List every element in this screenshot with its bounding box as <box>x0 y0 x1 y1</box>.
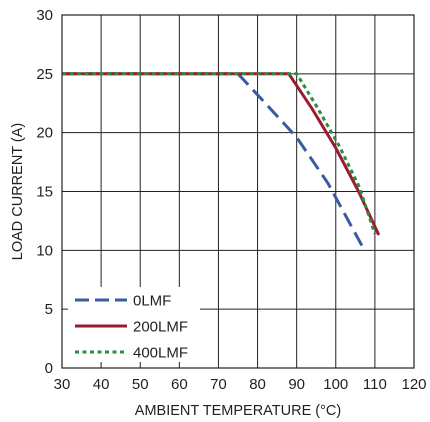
x-tick-label: 120 <box>401 376 426 393</box>
legend-label-0lmf: 0LMF <box>133 293 171 310</box>
series-line-0lmf <box>62 72 365 249</box>
x-tick-label: 110 <box>363 376 387 393</box>
series-line-200lmf <box>62 72 381 236</box>
y-tick-label: 5 <box>45 301 53 318</box>
y-tick-label: 25 <box>36 66 53 83</box>
plot-frame <box>61 14 415 369</box>
y-tick-label: 20 <box>36 125 53 142</box>
x-tick-label: 100 <box>323 376 348 393</box>
x-tick-label: 60 <box>171 376 188 393</box>
y-axis-title: LOAD CURRENT (A) <box>10 123 26 261</box>
x-tick-label: 80 <box>249 376 266 393</box>
x-tick-label: 30 <box>54 376 71 393</box>
series-line-400lmf <box>62 72 377 235</box>
legend: 0LMF 200LMF 400LMF <box>68 287 200 362</box>
x-tick-label: 90 <box>288 376 305 393</box>
y-tick-label: 30 <box>36 7 53 24</box>
x-axis-title: AMBIENT TEMPERATURE (°C) <box>135 403 341 419</box>
y-tick-label: 10 <box>36 242 53 259</box>
y-tick-label: 15 <box>36 184 53 201</box>
legend-label-400lmf: 400LMF <box>133 345 188 362</box>
series-layer <box>62 72 381 249</box>
tick-labels: 30 40 50 60 70 80 90 100 110 120 0 5 10 15 20 25 30 <box>36 7 426 393</box>
y-tick-label: 0 <box>45 360 53 377</box>
x-tick-label: 70 <box>210 376 227 393</box>
legend-label-200lmf: 200LMF <box>133 319 188 336</box>
x-tick-label: 40 <box>93 376 110 393</box>
x-tick-label: 50 <box>132 376 149 393</box>
